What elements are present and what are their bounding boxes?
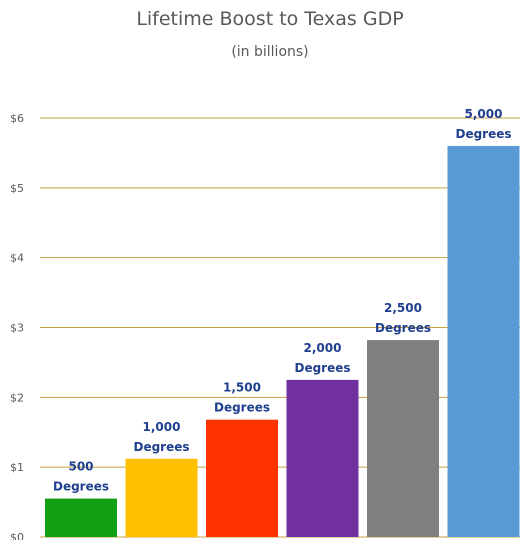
y-axis-ticks: $0 $1 $2 $3 $4 $5 $6	[10, 112, 24, 540]
data-label-1000-value: 1,000	[143, 420, 181, 434]
data-label-2500-unit: Degrees	[375, 321, 431, 335]
data-label-1500-unit: Degrees	[214, 401, 270, 415]
data-label-5000-value: 5,000	[465, 107, 503, 121]
data-label-500-unit: Degrees	[53, 480, 109, 494]
gridlines	[40, 117, 520, 538]
bar-2500	[367, 340, 439, 537]
chart-title: Lifetime Boost to Texas GDP	[136, 8, 404, 30]
y-tick-label-1: $1	[10, 461, 24, 474]
data-label-1500-value: 1,500	[223, 381, 261, 395]
y-tick-label-3: $3	[10, 322, 24, 335]
y-tick-label-5: $5	[10, 182, 24, 195]
data-label-5000-unit: Degrees	[455, 127, 511, 141]
y-tick-label-0: $0	[10, 531, 24, 540]
y-tick-label-6: $6	[10, 112, 24, 125]
data-label-1000-unit: Degrees	[133, 440, 189, 454]
bar-2000	[286, 379, 359, 537]
bar-1500	[206, 419, 278, 537]
y-tick-label-2: $2	[10, 391, 24, 404]
bar-500	[45, 498, 117, 537]
bar-1000	[125, 458, 198, 537]
y-tick-label-4: $4	[10, 252, 24, 265]
bar-5000	[447, 145, 520, 537]
chart-subtitle: (in billions)	[231, 44, 309, 60]
data-label-2500-value: 2,500	[384, 301, 422, 315]
data-labels: 500 Degrees 1,000 Degrees 1,500 Degrees 2,000 D…	[53, 107, 512, 494]
bars	[45, 145, 520, 537]
data-label-2000-value: 2,000	[304, 341, 342, 355]
data-label-500-value: 500	[68, 460, 93, 474]
data-label-2000-unit: Degrees	[294, 361, 350, 375]
